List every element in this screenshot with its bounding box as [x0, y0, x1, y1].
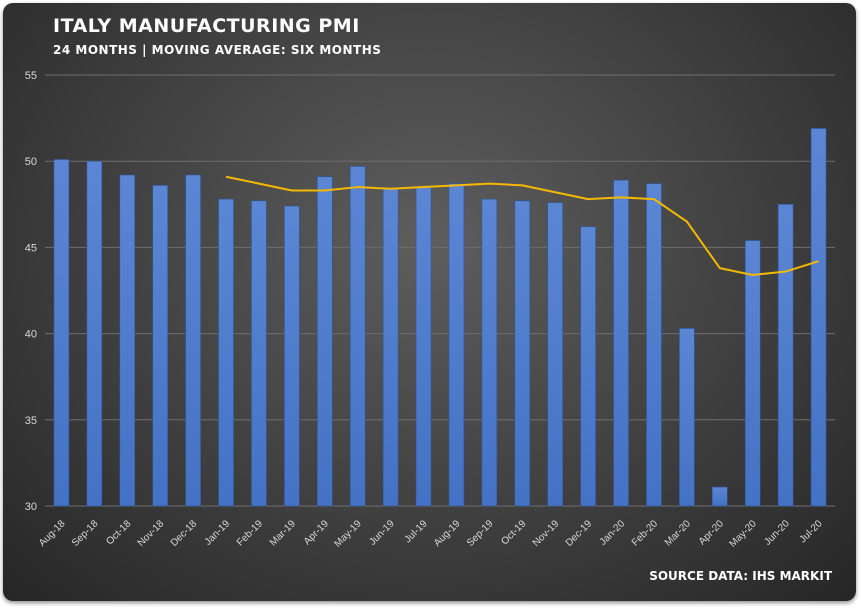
x-tick-label: Jul-19 [403, 518, 430, 545]
x-tick-label: Feb-20 [630, 518, 660, 548]
bar-nov-19 [547, 202, 564, 507]
bar-apr-20 [711, 486, 728, 507]
chart-subtitle: 24 MONTHS | MOVING AVERAGE: SIX MONTHS [53, 43, 382, 57]
bar-apr-19 [316, 176, 333, 507]
x-tick-label: Aug-18 [37, 518, 68, 549]
x-tick-label: Jul-20 [798, 518, 825, 545]
bar-jun-20 [777, 204, 794, 507]
y-tick-label: 45 [25, 242, 37, 254]
chart-panel: ITALY MANUFACTURING PMI 24 MONTHS | MOVI… [3, 3, 856, 601]
source-note: SOURCE DATA: IHS MARKIT [649, 569, 832, 583]
x-tick-label: Aug-19 [432, 518, 463, 549]
x-tick-label: Sep-18 [70, 518, 101, 549]
x-tick-label: Feb-19 [235, 518, 265, 548]
x-tick-label: Oct-18 [104, 518, 133, 547]
bar-feb-20 [646, 183, 662, 507]
x-tick-label: Jun-19 [367, 518, 397, 548]
x-tick-label: Dec-19 [564, 518, 595, 549]
gridlines [45, 74, 835, 507]
bar-jul-19 [415, 186, 432, 507]
x-tick-label: Nov-18 [136, 518, 167, 549]
bar-sep-18 [86, 160, 103, 507]
y-tick-label: 55 [25, 70, 37, 82]
bar-jan-19 [218, 198, 234, 507]
bar-may-19 [349, 166, 366, 507]
bar-jan-20 [613, 179, 629, 507]
bar-aug-19 [448, 183, 465, 507]
bar-may-20 [744, 240, 761, 507]
bar-mar-19 [284, 205, 300, 507]
bar-aug-18 [53, 159, 70, 507]
x-tick-label: Apr-19 [302, 518, 331, 547]
bar-dec-18 [185, 174, 201, 507]
y-axis-ticks: 30 35 40 45 50 55 [25, 70, 37, 513]
x-tick-label: Jan-20 [598, 518, 628, 548]
bar-jun-19 [382, 188, 399, 507]
x-tick-label: Jan-19 [203, 518, 233, 548]
x-tick-label: May-20 [727, 518, 759, 550]
x-tick-label: Nov-19 [531, 518, 562, 549]
bar-sep-19 [481, 198, 498, 507]
x-tick-label: Mar-20 [663, 518, 693, 548]
x-axis-ticks: Aug-18 Sep-18 Oct-18 Nov-18 Dec-18 Jan-19 Feb-… [37, 518, 825, 550]
y-tick-label: 50 [25, 156, 37, 168]
y-tick-label: 30 [25, 501, 37, 513]
x-tick-label: Sep-19 [465, 518, 496, 549]
moving-average-line [225, 175, 819, 276]
bar-nov-18 [152, 185, 169, 507]
x-tick-label: May-19 [332, 518, 364, 550]
bar-dec-19 [580, 226, 596, 507]
x-tick-label: Oct-19 [499, 518, 528, 547]
bar-oct-18 [119, 174, 136, 507]
y-tick-label: 35 [25, 415, 37, 427]
bar-oct-19 [514, 200, 531, 507]
moving-average-series [225, 175, 819, 276]
x-tick-label: Jun-20 [762, 518, 792, 548]
bar-series [53, 128, 827, 507]
bar-mar-20 [679, 328, 695, 507]
x-tick-label: Apr-20 [697, 518, 726, 547]
x-tick-label: Dec-18 [169, 518, 200, 549]
bar-jul-20 [810, 128, 827, 507]
x-tick-label: Mar-19 [268, 518, 298, 548]
chart-title: ITALY MANUFACTURING PMI [53, 15, 360, 37]
y-tick-label: 40 [25, 329, 37, 341]
bar-feb-19 [251, 200, 267, 507]
